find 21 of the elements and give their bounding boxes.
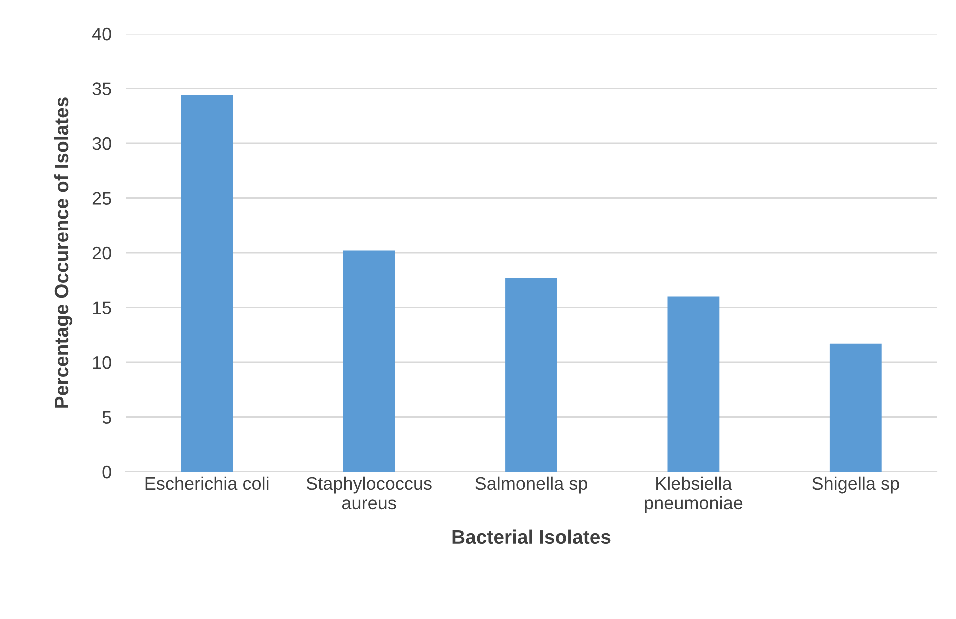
bar — [830, 344, 882, 472]
y-tick-label: 15 — [93, 302, 112, 314]
bar — [668, 296, 720, 472]
y-tick-label: 10 — [93, 356, 112, 370]
x-tick-label: Klebsiella pneumoniae — [645, 476, 743, 514]
x-tick-label: Escherichia coli — [146, 476, 269, 490]
x-tick-label: Salmonella sp — [476, 476, 588, 494]
x-tick-label: Shigella sp — [812, 476, 900, 494]
bar — [181, 95, 234, 472]
bar — [343, 250, 396, 472]
y-tick-label: 40 — [92, 28, 112, 41]
x-tick-label: Staphylococcus aureus — [306, 476, 432, 510]
bar — [506, 278, 558, 472]
x-axis-title: Bacterial Isolates — [452, 530, 611, 544]
y-axis-title: Percentage Occurence of Isolates — [54, 98, 73, 408]
y-tick-label: 0 — [102, 466, 112, 479]
y-tick-label: 35 — [92, 82, 112, 96]
y-tick-label: 30 — [92, 137, 112, 150]
y-tick-label: 25 — [92, 192, 112, 205]
y-tick-label: 20 — [92, 246, 112, 260]
y-tick-label: 5 — [102, 411, 112, 424]
